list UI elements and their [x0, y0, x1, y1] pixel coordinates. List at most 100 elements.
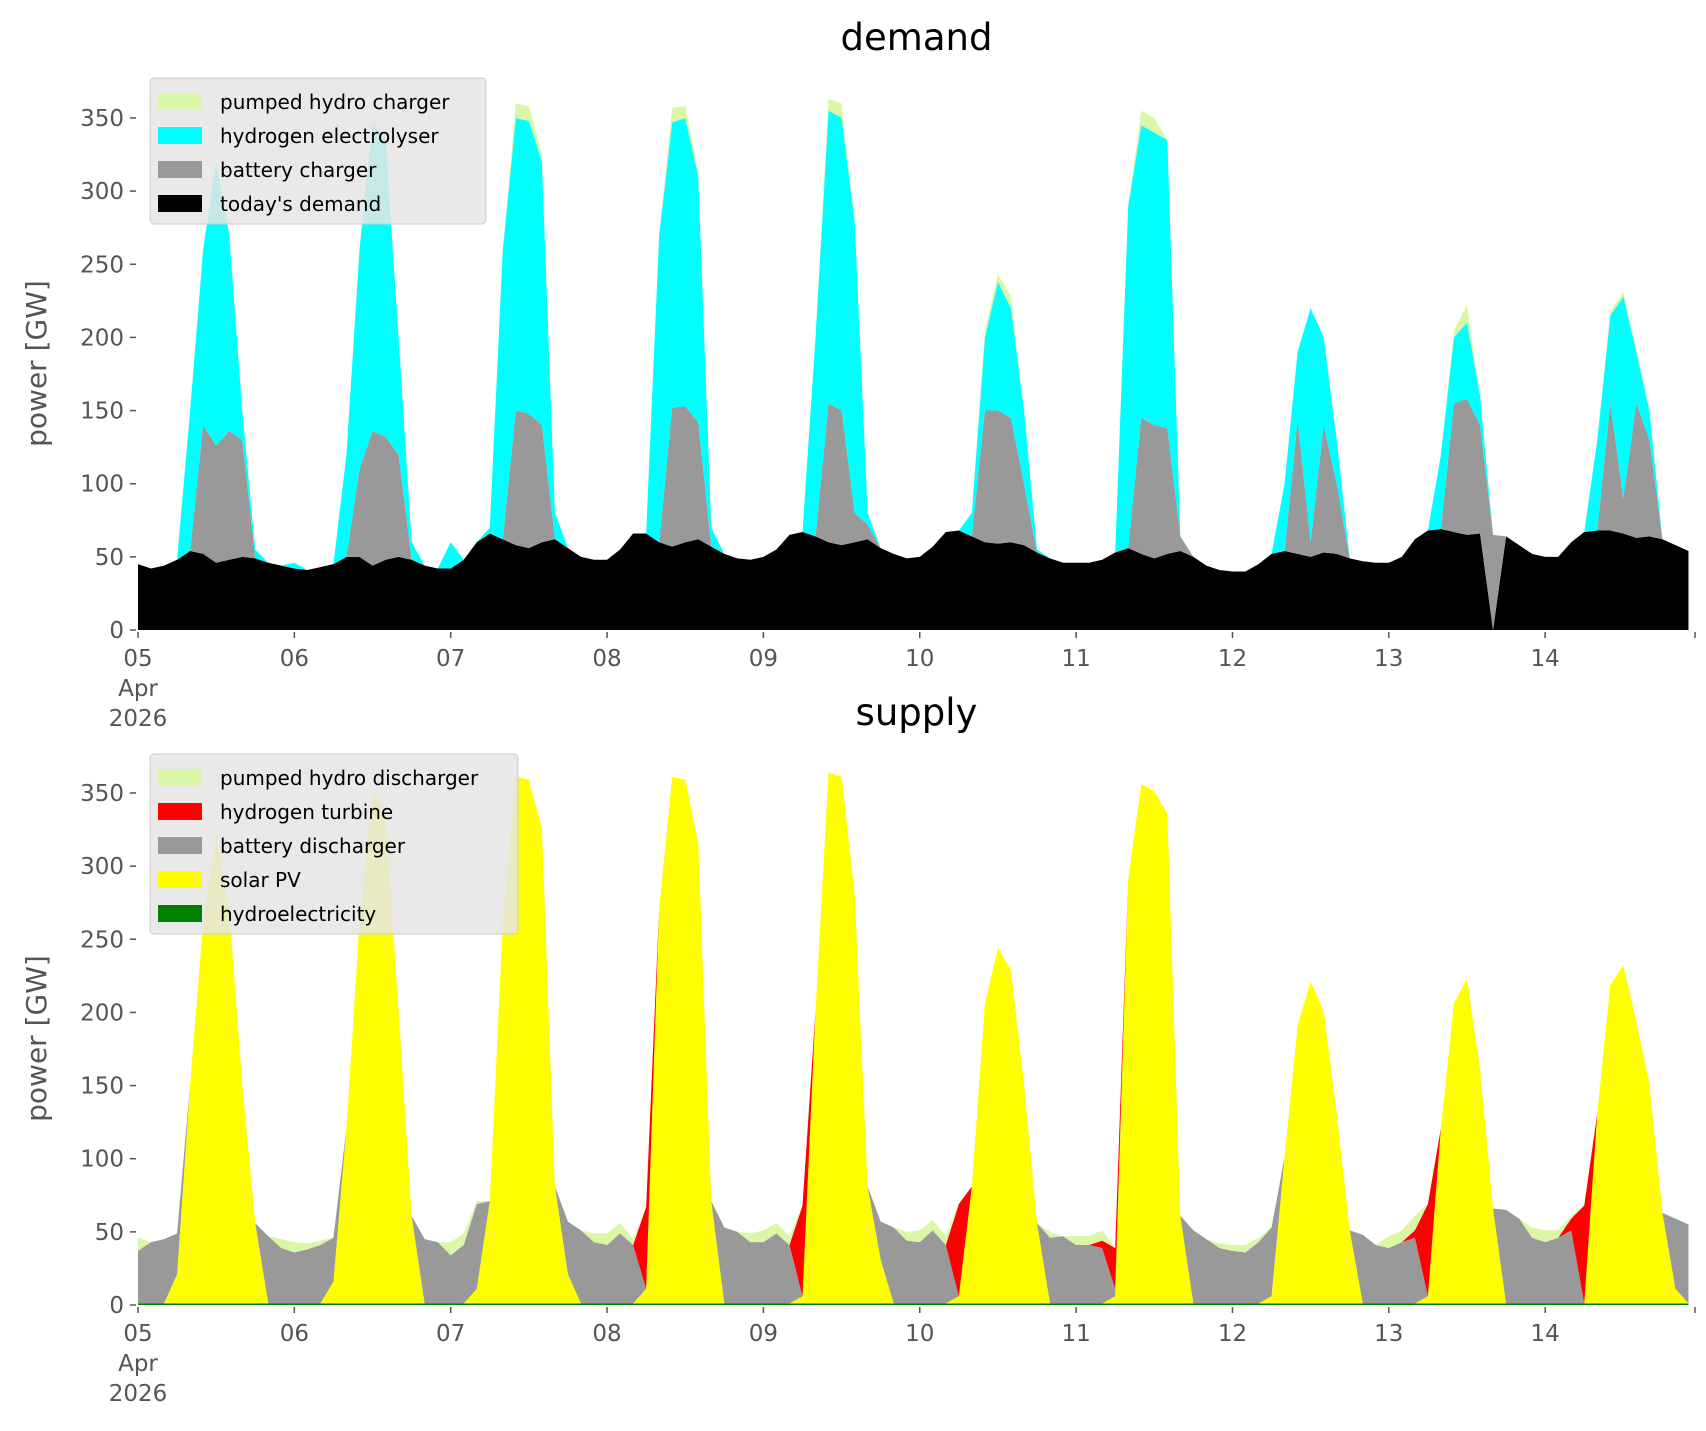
x-tick-label-line: 07 [436, 646, 465, 672]
x-tick-label-line: 13 [1374, 646, 1403, 672]
x-tick-label-line: 14 [1531, 646, 1560, 672]
y-tick-label: 300 [80, 179, 124, 205]
y-axis: 0 50 100 150 200 250 300 350 [80, 106, 136, 644]
y-tick-label: 50 [95, 1220, 124, 1246]
x-tick-label-line: 12 [1218, 1321, 1247, 1347]
legend: pumped hydro charger hydrogen electrolyse… [149, 77, 487, 225]
legend-swatch [158, 195, 202, 212]
x-tick-label-line: Apr [118, 1351, 158, 1377]
x-tick-label: 14 [1531, 646, 1560, 672]
x-tick-label: 10 [905, 1321, 934, 1347]
x-tick-label: 06 [280, 1321, 309, 1347]
legend-swatch [158, 837, 202, 854]
x-tick-label-line: 06 [280, 1321, 309, 1347]
x-tick-label: 11 [1061, 646, 1090, 672]
legend-swatch [158, 803, 202, 820]
legend-swatch [158, 871, 202, 888]
x-tick-label: 08 [592, 1321, 621, 1347]
legend-item: today's demand [158, 192, 381, 216]
legend-item: battery charger [158, 158, 377, 182]
x-tick-label: 05 Apr 2026 [109, 646, 168, 732]
x-tick-label: 09 [749, 1321, 778, 1347]
chart-title: supply [856, 691, 978, 734]
legend-label: hydrogen turbine [220, 800, 393, 824]
legend-box [149, 77, 487, 225]
legend-swatch [158, 905, 202, 922]
area-battery-discharger [138, 772, 1689, 1304]
y-tick-label: 150 [80, 399, 124, 425]
y-tick-label: 100 [80, 472, 124, 498]
x-tick-label-line: 08 [592, 1321, 621, 1347]
x-tick-label: 12 [1218, 646, 1247, 672]
legend-item: hydroelectricity [158, 902, 376, 926]
x-tick-label-line: 05 [123, 646, 152, 672]
x-tick-label-line: 09 [749, 1321, 778, 1347]
x-tick-label-line: 11 [1061, 646, 1090, 672]
area-battery-charger [138, 398, 1689, 630]
demand-chart: 0 50 100 150 200 250 300 350 power [GW] 05 Apr 2026… [20, 16, 1696, 732]
y-tick-label: 100 [80, 1147, 124, 1173]
x-tick-label-line: 10 [905, 646, 934, 672]
legend-label: hydrogen electrolyser [220, 124, 439, 148]
stacked-areas [138, 772, 1689, 1305]
stacked-areas [138, 98, 1689, 630]
legend-swatch [158, 161, 202, 178]
y-tick-label: 350 [80, 106, 124, 132]
legend-label: today's demand [220, 192, 381, 216]
y-tick-label: 250 [80, 252, 124, 278]
legend-label: solar PV [220, 868, 301, 892]
y-tick-label: 0 [109, 618, 124, 644]
y-tick-label: 50 [95, 545, 124, 571]
x-axis: 05 Apr 2026 06 07 08 09 10 11 12 13 14 [109, 1307, 1696, 1407]
legend-item: hydrogen turbine [158, 800, 393, 824]
x-tick-label-line: 09 [749, 646, 778, 672]
legend-label: hydroelectricity [220, 902, 376, 926]
legend-swatch [158, 769, 202, 786]
x-axis: 05 Apr 2026 06 07 08 09 10 11 12 13 14 [109, 632, 1696, 732]
legend-label: pumped hydro discharger [220, 766, 479, 790]
x-tick-label-line: 13 [1374, 1321, 1403, 1347]
legend-label: battery charger [220, 158, 377, 182]
x-tick-label-line: 08 [592, 646, 621, 672]
area-hydroelectricity [138, 1303, 1689, 1305]
x-tick-label: 07 [436, 646, 465, 672]
chart-title: demand [841, 16, 993, 59]
x-tick-label: 13 [1374, 1321, 1403, 1347]
area-solar-pv [138, 772, 1689, 1304]
area-hydrogen-electrolyser [138, 110, 1689, 572]
legend-swatch [158, 127, 202, 144]
x-tick-label: 12 [1218, 1321, 1247, 1347]
y-tick-label: 300 [80, 854, 124, 880]
y-axis-label: power [GW] [20, 280, 53, 447]
x-tick-label-line: 05 [123, 1321, 152, 1347]
legend-item: hydrogen electrolyser [158, 124, 439, 148]
x-tick-label: 14 [1531, 1321, 1560, 1347]
y-axis-label: power [GW] [20, 955, 53, 1122]
x-tick-label-line: Apr [118, 676, 158, 702]
area-today-s-demand [138, 529, 1689, 630]
y-tick-label: 200 [80, 1000, 124, 1026]
x-tick-label: 07 [436, 1321, 465, 1347]
y-tick-label: 0 [109, 1293, 124, 1319]
y-tick-label: 150 [80, 1074, 124, 1100]
x-tick-label-line: 14 [1531, 1321, 1560, 1347]
x-tick-label-line: 07 [436, 1321, 465, 1347]
x-tick-label: 11 [1061, 1321, 1090, 1347]
legend-swatch [158, 93, 202, 110]
y-tick-label: 350 [80, 781, 124, 807]
legend-item: battery discharger [158, 834, 406, 858]
legend-item: solar PV [158, 868, 301, 892]
x-tick-label: 06 [280, 646, 309, 672]
x-tick-label-line: 12 [1218, 646, 1247, 672]
y-axis: 0 50 100 150 200 250 300 350 [80, 781, 136, 1319]
x-tick-label-line: 2026 [109, 706, 168, 732]
legend-item: pumped hydro discharger [158, 766, 479, 790]
x-tick-label: 13 [1374, 646, 1403, 672]
supply-chart: 0 50 100 150 200 250 300 350 power [GW] 05 Apr 2026… [20, 691, 1696, 1407]
x-tick-label: 05 Apr 2026 [109, 1321, 168, 1407]
legend-item: pumped hydro charger [158, 90, 450, 114]
x-tick-label: 08 [592, 646, 621, 672]
legend: pumped hydro discharger hydrogen turbine b… [149, 753, 519, 935]
y-tick-label: 250 [80, 927, 124, 953]
